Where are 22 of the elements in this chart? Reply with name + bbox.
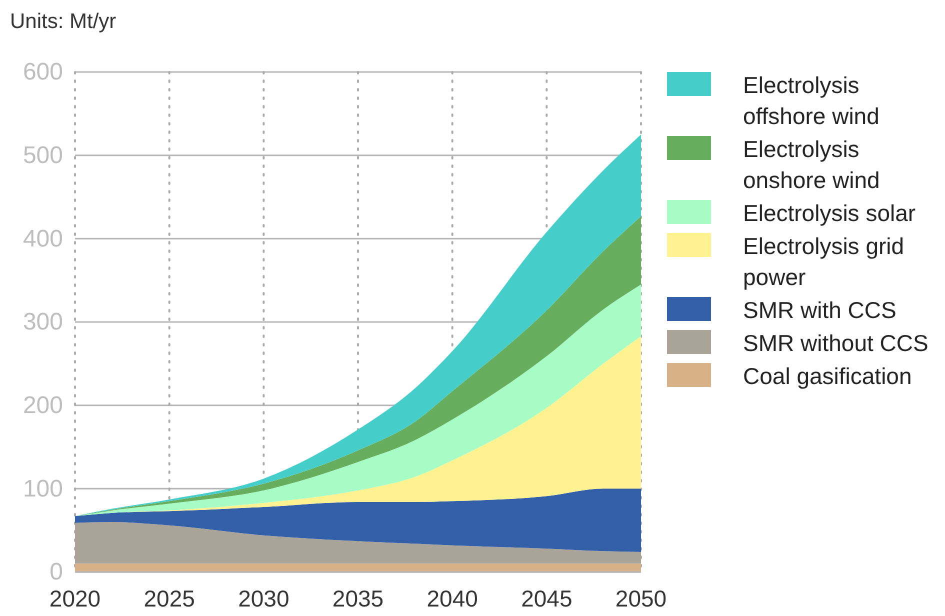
legend-label: Electrolysis solar (743, 200, 916, 226)
y-tick-label: 500 (22, 142, 63, 170)
legend-label: SMR without CCS (743, 330, 928, 356)
y-tick-label: 600 (22, 58, 63, 86)
y-tick-label: 100 (22, 475, 63, 502)
y-tick-label: 0 (50, 558, 63, 586)
x-tick-label: 2030 (238, 585, 290, 612)
x-tick-label: 2020 (49, 585, 101, 612)
y-tick-label: 400 (22, 225, 63, 252)
x-tick-label: 2040 (426, 585, 478, 612)
legend-label: Coal gasification (743, 363, 912, 389)
x-tick-label: 2045 (521, 585, 572, 612)
x-tick-label: 2050 (615, 585, 667, 612)
legend-label: SMR with CCS (743, 297, 896, 323)
y-tick-label: 300 (22, 308, 63, 336)
legend-label: Electrolysis grid power (743, 233, 904, 290)
y-axis-title: Units: Mt/yr (10, 10, 116, 33)
legend-label: Electrolysis offshore wind (743, 72, 880, 129)
y-tick-label: 200 (22, 392, 63, 420)
x-tick-label: 2035 (332, 585, 384, 612)
legend-label: Electrolysis onshore wind (743, 136, 880, 193)
x-tick-label: 2025 (144, 585, 195, 612)
